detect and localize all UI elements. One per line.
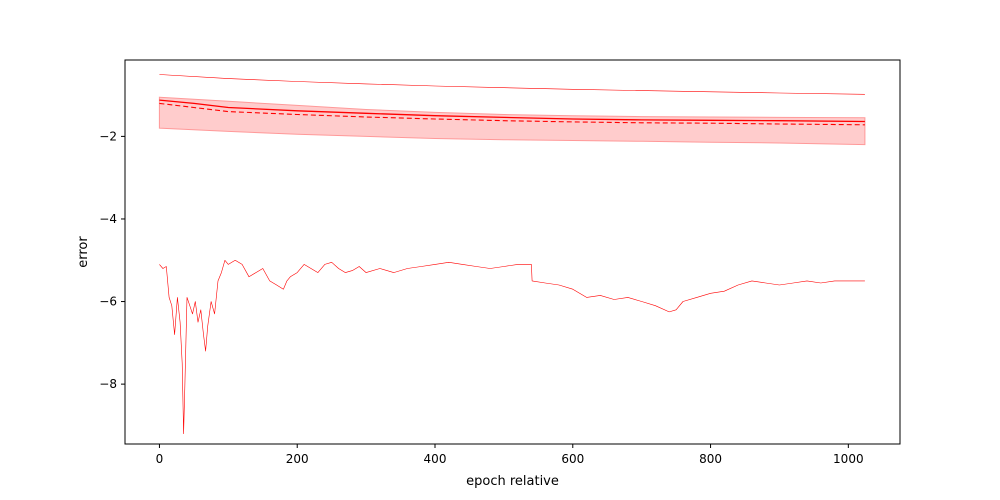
x-tick-label: 200 <box>286 452 309 466</box>
x-tick-label: 0 <box>156 452 164 466</box>
x-tick-label: 400 <box>424 452 447 466</box>
y-tick-label: −8 <box>99 377 117 391</box>
x-tick-label: 1000 <box>833 452 864 466</box>
y-tick-label: −2 <box>99 129 117 143</box>
y-tick-label: −4 <box>99 212 117 226</box>
y-axis-label: error <box>76 236 91 268</box>
series-line-noisy <box>159 259 865 435</box>
x-axis-label: epoch relative <box>466 474 559 489</box>
x-tick-label: 600 <box>561 452 584 466</box>
x-tick-label: 800 <box>699 452 722 466</box>
series-line-upper-thin <box>159 74 865 95</box>
series-line-dashed <box>159 102 865 126</box>
plot-frame <box>124 59 901 445</box>
y-tick-label: −6 <box>99 295 117 309</box>
series-line-solid <box>159 99 865 123</box>
